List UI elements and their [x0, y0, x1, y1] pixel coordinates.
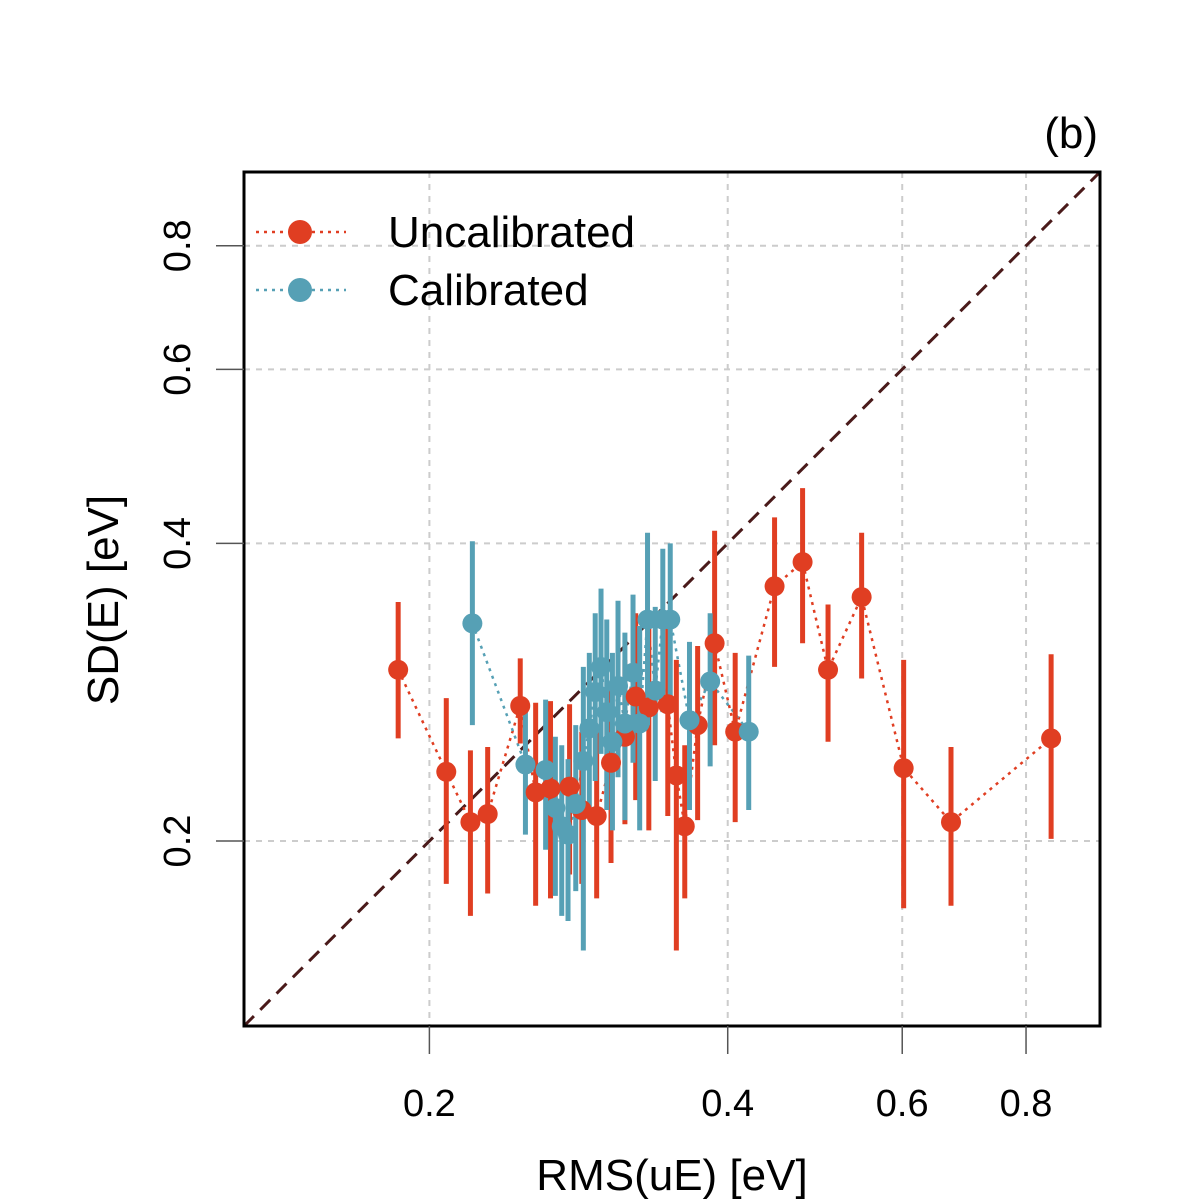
- data-points: [388, 552, 1062, 845]
- calibrated-point: [558, 824, 579, 845]
- error-bars: [395, 488, 1054, 951]
- y-axis-title: SD(E) [eV]: [79, 495, 128, 705]
- x-axis-title: RMS(uE) [eV]: [536, 1151, 807, 1200]
- uncalibrated-point: [460, 812, 481, 833]
- calibrated-point: [596, 702, 617, 723]
- calibrated-point: [591, 656, 612, 677]
- y-tick-label: 0.2: [157, 815, 199, 868]
- calibrated-point: [637, 609, 658, 630]
- x-tick-label: 0.8: [1000, 1083, 1053, 1125]
- calibrated-point: [565, 794, 586, 815]
- uncalibrated-point: [764, 576, 785, 597]
- calibrated-point: [573, 750, 594, 771]
- uncalibrated-point: [657, 694, 678, 715]
- uncalibrated-point: [436, 761, 457, 782]
- uncalibrated-point: [940, 812, 961, 833]
- calibrated-point: [602, 731, 623, 752]
- legend-calibrated-marker: [288, 278, 312, 302]
- legend-calibrated-label: Calibrated: [388, 266, 589, 315]
- uncalibrated-point: [510, 695, 531, 716]
- calibrated-point: [623, 662, 644, 683]
- calibrated-point: [545, 797, 566, 818]
- y-tick-label: 0.6: [157, 343, 199, 396]
- uncalibrated-point: [818, 659, 839, 680]
- uncalibrated-point: [601, 752, 622, 773]
- calibrated-point: [645, 680, 666, 701]
- calibrated-point: [585, 681, 606, 702]
- legend-uncalibrated-marker: [288, 220, 312, 244]
- calibrated-point: [738, 721, 759, 742]
- uncalibrated-point: [540, 778, 561, 799]
- uncalibrated-point: [586, 806, 607, 827]
- x-tick-label: 0.6: [876, 1083, 929, 1125]
- calibrated-point: [535, 759, 556, 780]
- calibrated-point: [462, 613, 483, 634]
- y-tick-label: 0.4: [157, 517, 199, 570]
- uncalibrated-point: [893, 758, 914, 779]
- y-axis: 0.2 0.4 0.6 0.8: [157, 219, 244, 867]
- calibrated-point: [679, 710, 700, 731]
- legend: Uncalibrated Calibrated: [256, 208, 635, 315]
- y-tick-label: 0.8: [157, 219, 199, 272]
- panel-label: (b): [1044, 109, 1098, 158]
- calibrated-point: [614, 713, 635, 734]
- x-axis: 0.2 0.4 0.6 0.8: [403, 1026, 1052, 1125]
- uncalibrated-point: [388, 659, 409, 680]
- uncalibrated-point: [625, 686, 646, 707]
- plot-frame: [242, 170, 1102, 1028]
- uncalibrated-point: [1041, 728, 1062, 749]
- calibrated-point: [700, 671, 721, 692]
- uncalibrated-point: [851, 587, 872, 608]
- calibrated-point: [579, 718, 600, 739]
- uncalibrated-point: [704, 633, 725, 654]
- uncalibrated-point: [638, 697, 659, 718]
- calibrated-point: [608, 675, 629, 696]
- legend-uncalibrated-label: Uncalibrated: [388, 208, 635, 257]
- uncalibrated-point: [477, 803, 498, 824]
- uncalibrated-point: [559, 776, 580, 797]
- x-tick-label: 0.4: [701, 1083, 754, 1125]
- calibrated-point: [629, 713, 650, 734]
- uncalibrated-point: [674, 816, 695, 837]
- uncalibrated-point: [792, 552, 813, 573]
- calibrated-point: [515, 754, 536, 775]
- uncalibrated-point: [666, 765, 687, 786]
- calibrated-point: [660, 609, 681, 630]
- x-tick-label: 0.2: [403, 1083, 456, 1125]
